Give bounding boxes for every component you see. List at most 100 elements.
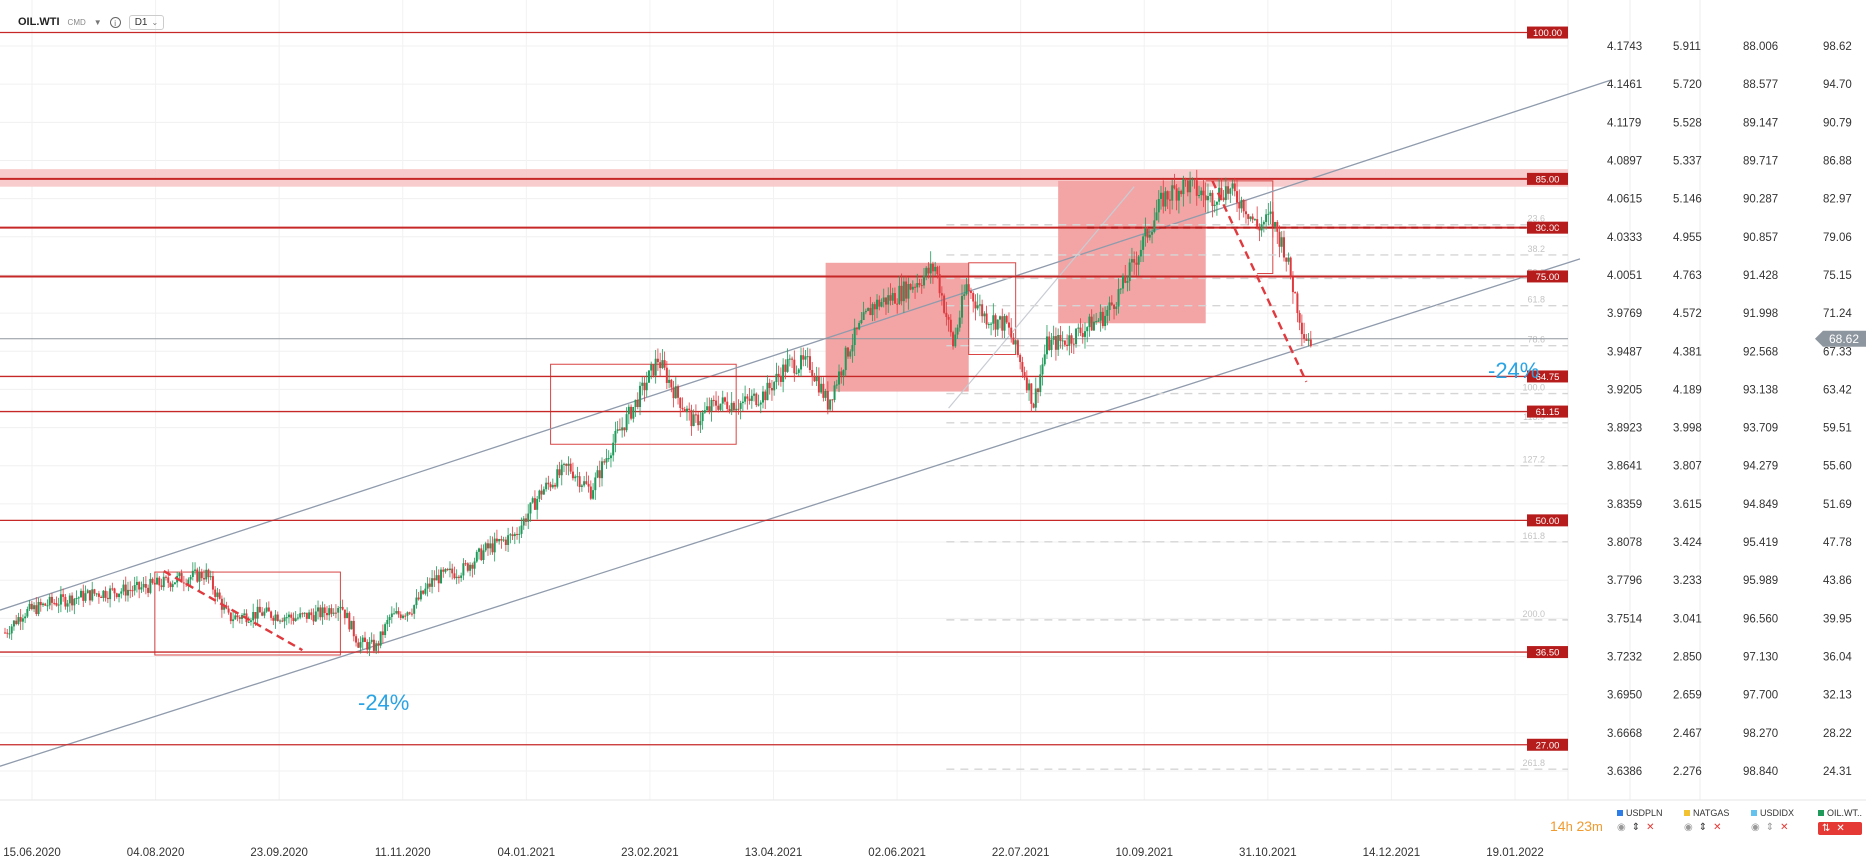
candle-body bbox=[623, 427, 626, 431]
candle-body bbox=[542, 489, 545, 495]
eye-icon[interactable]: ◉ bbox=[1684, 822, 1693, 833]
candle-body bbox=[379, 631, 382, 646]
candle-body bbox=[972, 292, 975, 302]
candle-body bbox=[887, 295, 890, 305]
candle-body bbox=[464, 563, 467, 565]
candle-body bbox=[670, 379, 673, 388]
candle-body bbox=[605, 458, 608, 463]
level-badge-label: 75.00 bbox=[1536, 272, 1560, 283]
move-icon[interactable]: ⇕ bbox=[1765, 822, 1775, 833]
legend-item-usdidx[interactable]: USDIDX ◉ ⇕ ✕ bbox=[1751, 808, 1794, 833]
close-icon[interactable]: ✕ bbox=[1646, 822, 1655, 833]
candle-body bbox=[753, 393, 756, 396]
candle-body bbox=[46, 605, 49, 607]
chevron-down-icon[interactable]: ▼ bbox=[93, 17, 102, 27]
candle-body bbox=[437, 575, 440, 584]
candle-body bbox=[158, 577, 161, 586]
axis-tick-label: 3.9205 bbox=[1607, 384, 1642, 396]
close-icon[interactable]: ✕ bbox=[1713, 822, 1722, 833]
candle-body bbox=[147, 587, 150, 593]
candle-body bbox=[279, 620, 282, 622]
candle-body bbox=[350, 620, 353, 630]
candle-body bbox=[1101, 311, 1104, 327]
candle-body bbox=[287, 614, 290, 618]
candle-body bbox=[281, 620, 284, 622]
candle-body bbox=[1164, 191, 1167, 207]
candle-body bbox=[435, 575, 438, 581]
candle-body bbox=[124, 584, 127, 596]
candle-body bbox=[104, 590, 107, 598]
candle-body bbox=[569, 463, 572, 472]
candle-body bbox=[1048, 336, 1051, 351]
candle-body bbox=[1175, 188, 1178, 201]
candle-body bbox=[826, 390, 829, 410]
candle-body bbox=[936, 266, 939, 275]
candle-body bbox=[1298, 313, 1301, 323]
candle-body bbox=[234, 615, 237, 620]
legend-item-natgas[interactable]: NATGAS ◉ ⇕ ✕ bbox=[1684, 808, 1729, 833]
close-icon[interactable]: ✕ bbox=[1780, 822, 1789, 833]
candle-body bbox=[1256, 219, 1259, 228]
candle-body bbox=[455, 576, 458, 579]
candle-body bbox=[131, 590, 134, 592]
close-icon[interactable]: ✕ bbox=[1836, 823, 1845, 834]
candle-body bbox=[954, 334, 957, 347]
candle-body bbox=[138, 581, 141, 590]
candle-body bbox=[1240, 199, 1243, 209]
candle-body bbox=[1146, 228, 1149, 238]
time-tick-label: 04.08.2020 bbox=[127, 847, 185, 859]
candle-body bbox=[372, 639, 375, 651]
move-icon[interactable]: ⇕ bbox=[1698, 822, 1708, 833]
axis-tick-label: 4.955 bbox=[1673, 232, 1702, 244]
timeframe-select[interactable]: D1 ⌄ bbox=[128, 14, 165, 30]
symbol-label[interactable]: OIL.WTI bbox=[18, 16, 60, 28]
candle-body bbox=[323, 607, 326, 614]
candle-body bbox=[236, 615, 239, 618]
candle-body bbox=[182, 582, 185, 584]
axis-tick-label: 3.6950 bbox=[1607, 690, 1642, 702]
candle-body bbox=[726, 401, 729, 409]
candle-body bbox=[531, 498, 534, 503]
channel-lower-line bbox=[0, 258, 1581, 767]
info-icon[interactable]: i bbox=[109, 16, 121, 28]
axis-tick-label: 5.337 bbox=[1673, 155, 1702, 167]
candle-body bbox=[1222, 197, 1225, 201]
candle-body bbox=[779, 376, 782, 382]
candle-body bbox=[475, 551, 478, 562]
candle-body bbox=[238, 617, 241, 619]
eye-icon[interactable]: ◉ bbox=[1751, 822, 1760, 833]
candle-body bbox=[764, 391, 767, 401]
move-icon[interactable]: ⇕ bbox=[1631, 822, 1641, 833]
candle-body bbox=[462, 563, 465, 576]
candle-body bbox=[6, 632, 9, 634]
candle-body bbox=[272, 617, 275, 621]
candle-body bbox=[641, 382, 644, 386]
candle-body bbox=[1258, 227, 1261, 231]
candle-body bbox=[223, 605, 226, 610]
level-badge bbox=[1527, 270, 1568, 283]
candle-body bbox=[694, 414, 697, 416]
axis-tick-label: 2.276 bbox=[1673, 766, 1702, 778]
candle-body bbox=[410, 613, 413, 615]
candle-body bbox=[831, 399, 834, 401]
axis-tick-label: 4.381 bbox=[1673, 346, 1702, 358]
eye-icon[interactable]: ◉ bbox=[1617, 822, 1626, 833]
candle-body bbox=[762, 391, 765, 403]
candle-body bbox=[1092, 321, 1095, 331]
legend-item-usdpln[interactable]: USDPLN ◉ ⇕ ✕ bbox=[1617, 808, 1663, 833]
candle-body bbox=[737, 408, 740, 410]
settings-icon[interactable]: ⇅ bbox=[1822, 823, 1831, 834]
level-badge-label: 50.00 bbox=[1536, 516, 1560, 527]
candle-body bbox=[791, 358, 794, 360]
candle-body bbox=[276, 614, 279, 621]
candle-body bbox=[218, 592, 221, 599]
candle-body bbox=[1144, 228, 1147, 237]
candle-body bbox=[793, 359, 796, 374]
candle-body bbox=[196, 569, 199, 582]
legend-item-oilwti[interactable]: OIL.WT.. ⇅ ✕ bbox=[1818, 808, 1863, 835]
candle-body bbox=[775, 373, 778, 383]
candle-body bbox=[795, 372, 798, 374]
candle-body bbox=[1309, 339, 1312, 347]
candle-body bbox=[656, 358, 659, 363]
